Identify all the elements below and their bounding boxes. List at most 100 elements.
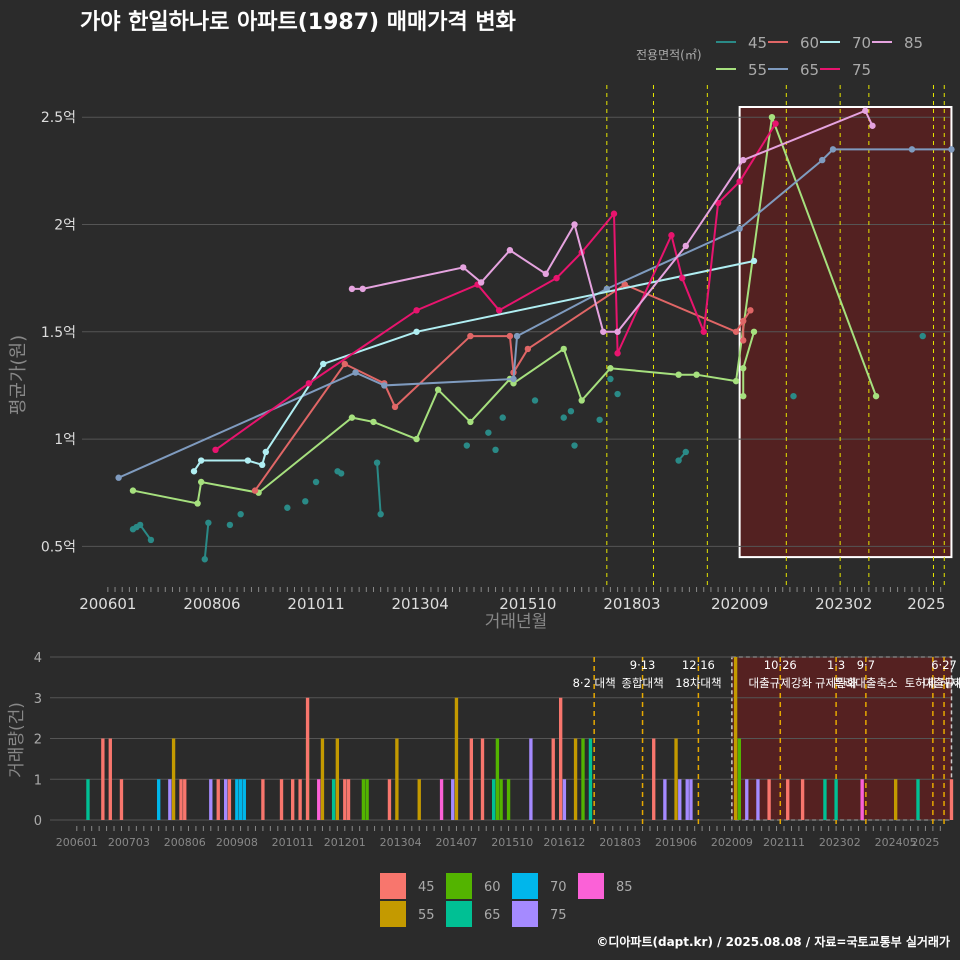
policy-label-top: 12·16 [682,658,715,672]
legend-swatch-85 [578,873,604,899]
x-tick-label-bottom: 201304 [380,836,422,849]
data-point [237,510,244,518]
bar-45 [558,697,563,820]
bar-45 [183,779,187,820]
bar-45 [227,779,232,820]
data-point [768,113,776,121]
x-tick-label-top: 2025 [907,595,945,613]
data-point [467,332,474,340]
data-point [499,414,506,421]
x-tick-label-bottom: 200908 [216,836,258,849]
data-point [603,285,611,293]
x-tick-label-bottom: 201407 [435,836,477,849]
legend-label-75: 75 [550,908,567,923]
legend-label-45: 45 [748,34,767,52]
data-point [607,375,614,383]
data-point [477,279,485,286]
x-tick-label-bottom: 200806 [164,836,206,849]
series-85 [348,107,876,335]
y-tick-label-top: 1억 [54,432,76,448]
data-point [614,328,621,335]
data-point [772,120,779,127]
data-point [391,403,399,411]
data-point [341,360,348,368]
data-point [732,328,740,335]
data-point [510,375,517,383]
bar-75 [209,779,213,820]
bar-45 [108,738,112,820]
y-tick-label-bottom: 3 [34,692,42,707]
policy-label-top: 6·27 [931,658,957,672]
y-tick-label-bottom: 1 [34,773,42,788]
legend-swatch-60 [446,873,472,899]
data-point [675,457,682,464]
x-tick-label-top: 202009 [711,595,768,613]
data-point [571,442,578,449]
bar-45 [261,779,265,820]
data-point [359,285,366,293]
data-point [348,414,356,421]
data-point [194,500,201,507]
y-axis-label-bottom: 거래량(건) [7,702,27,778]
data-point [571,221,578,228]
bar-55 [733,657,738,820]
data-point [201,556,208,563]
data-point [302,498,309,505]
policy-label-bottom: 8·2 대책 [573,676,616,690]
data-point [790,392,797,400]
legend-label-55: 55 [748,61,767,79]
data-point [251,487,259,494]
bar-60 [495,738,500,820]
data-point [700,328,707,335]
bar-75 [745,779,749,820]
x-tick-label-bottom: 201803 [599,836,641,849]
data-point [750,328,758,335]
x-tick-label-bottom: 202302 [819,836,861,849]
data-point [463,442,471,449]
bar-45 [551,738,555,820]
data-point [506,247,514,254]
data-point [413,435,420,443]
x-tick-label-top: 202302 [815,595,872,613]
data-point [531,397,539,404]
bar-60 [737,738,742,820]
series-line-45 [376,462,382,515]
x-tick-label-bottom: 201011 [272,836,314,849]
policy-label-bottom: 토허제 해제 [905,676,960,690]
bar-60 [506,779,511,820]
bar-45 [767,779,771,820]
data-point [908,146,916,153]
bar-75 [168,779,172,820]
data-point [869,122,876,129]
x-tick-label-top: 200806 [183,595,240,613]
y-tick-label-bottom: 2 [34,733,42,748]
policy-label-top: 9·7 [857,658,875,672]
data-point [147,536,155,544]
legend-label-60: 60 [800,34,819,52]
policy-label-bottom: 종합대책 [621,676,663,690]
data-point [460,264,467,271]
bar-45 [291,779,295,820]
data-point [740,156,747,164]
data-point [610,210,618,217]
series-line-45 [203,522,210,560]
data-point [693,371,700,378]
bar-45 [387,779,392,820]
y-tick-label-top: 0.5억 [41,539,76,555]
bar-75 [562,779,567,820]
bar-60 [581,738,585,820]
y-tick-label-top: 2억 [54,217,76,233]
bar-70 [242,779,246,820]
bar-45 [216,779,220,820]
data-point [740,365,747,372]
bar-65 [331,779,336,820]
data-point [682,242,689,250]
data-point [377,510,384,518]
series-65 [115,146,955,481]
data-point [370,418,377,426]
policy-label-top: 9·13 [630,658,656,672]
legend-swatch-65 [446,901,472,927]
bar-75 [224,779,228,820]
data-point [284,504,291,511]
data-point [740,392,747,400]
